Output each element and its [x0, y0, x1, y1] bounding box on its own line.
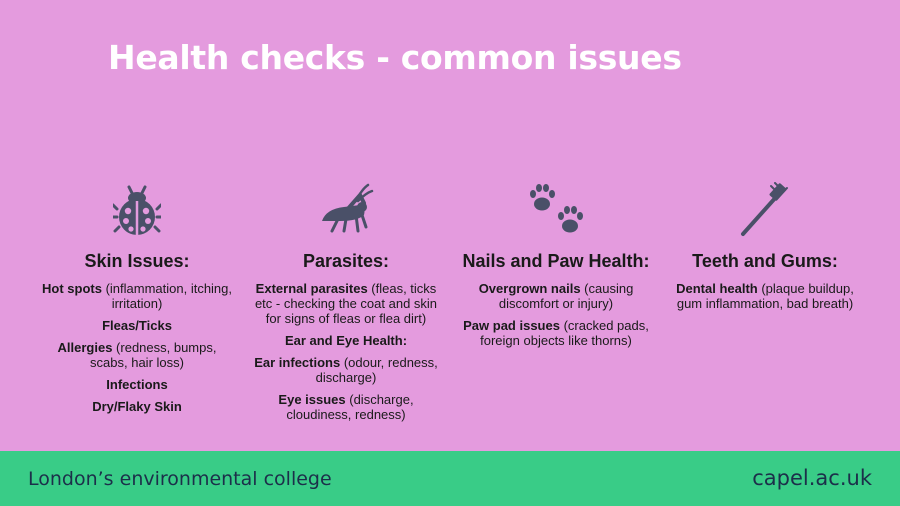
list-item: Ear infections (odour, redness, discharg… — [254, 355, 438, 385]
toothbrush-icon — [670, 180, 860, 240]
page-title: Health checks - common issues — [108, 38, 682, 77]
list-item: Paw pad issues (cracked pads, foreign ob… — [463, 318, 649, 348]
paw-prints-icon — [461, 180, 651, 240]
grasshopper-icon — [251, 180, 441, 240]
list-item: Dry/Flaky Skin — [92, 399, 182, 414]
column-heading: Nails and Paw Health: — [462, 251, 650, 271]
list-item: Hot spots (inflammation, itching, irrita… — [42, 281, 233, 311]
column-parasites: Parasites: External parasites (fleas, ti… — [251, 180, 441, 429]
list-item: Dental health (plaque buildup, gum infla… — [676, 281, 854, 311]
footer-tagline: London’s environmental college — [28, 468, 332, 490]
list-item: Allergies (redness, bumps, scabs, hair l… — [57, 340, 217, 370]
list-item: External parasites (fleas, ticks etc - c… — [254, 281, 438, 326]
column-skin-issues: Skin Issues: Hot spots (inflammation, it… — [42, 180, 232, 421]
column-heading: Parasites: — [302, 251, 390, 271]
column-teeth-gums: Teeth and Gums: Dental health (plaque bu… — [670, 180, 860, 318]
list-item: Fleas/Ticks — [102, 318, 172, 333]
column-heading: Skin Issues: — [84, 251, 190, 271]
column-heading: Teeth and Gums: — [692, 251, 838, 271]
list-item: Eye issues (discharge, cloudiness, redne… — [278, 392, 414, 422]
list-item: Ear and Eye Health: — [284, 333, 408, 348]
list-item: Infections — [106, 377, 168, 392]
list-item: Overgrown nails (causing discomfort or i… — [478, 281, 634, 311]
footer-bar: London’s environmental college capel.ac.… — [0, 451, 900, 506]
ladybug-icon — [42, 180, 232, 240]
column-nails-paw: Nails and Paw Health: Overgrown nails (c… — [461, 180, 651, 355]
footer-website: capel.ac.uk — [752, 466, 872, 490]
